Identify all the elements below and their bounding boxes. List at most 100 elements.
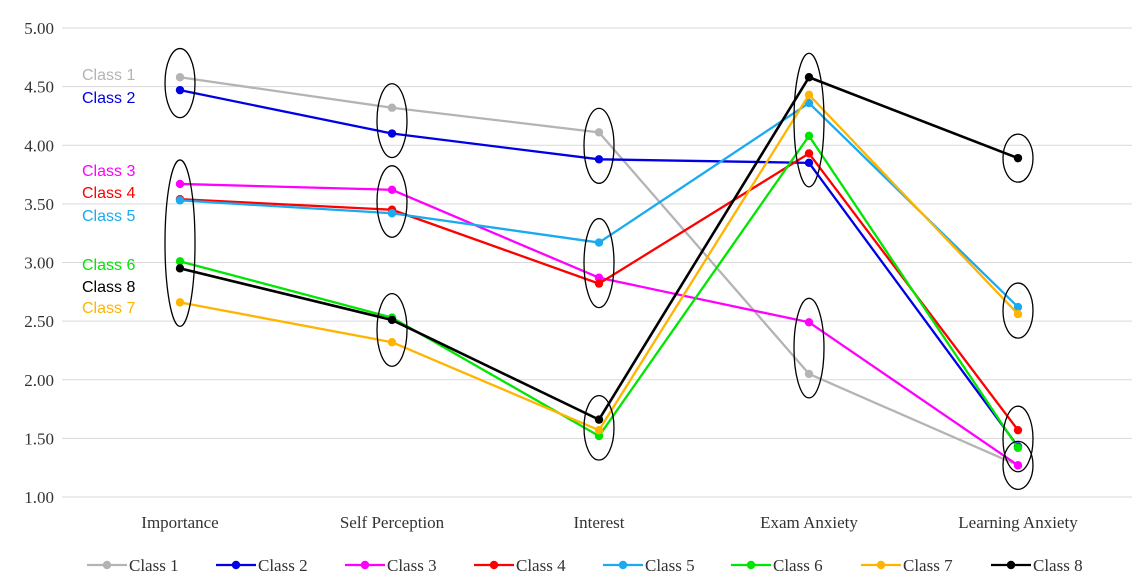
data-point <box>175 298 185 307</box>
data-point <box>1013 153 1023 163</box>
legend-item: Class 8 <box>991 556 1083 575</box>
series-3 <box>175 179 1023 470</box>
group-ellipse <box>793 52 825 188</box>
y-tick-label: 3.50 <box>24 195 54 214</box>
legend-item: Class 1 <box>87 556 179 575</box>
x-category-label: Interest <box>574 513 625 532</box>
legend-swatch-point <box>746 560 756 570</box>
legend-item: Class 3 <box>345 556 437 575</box>
data-point <box>594 415 604 424</box>
series-2 <box>175 85 1023 451</box>
data-point <box>175 264 185 273</box>
legend-swatch-point <box>489 560 499 570</box>
data-point <box>804 98 814 108</box>
group-ellipse <box>793 297 825 399</box>
class-annotation: Class 3 <box>82 163 135 180</box>
legend-swatch-point <box>618 560 628 570</box>
y-tick-label: 4.00 <box>24 136 54 155</box>
series-8 <box>175 73 1023 424</box>
x-axis-categories: Importance Self Perception Interest Exam An… <box>141 513 1078 532</box>
data-point <box>1013 461 1023 470</box>
data-point <box>175 179 185 189</box>
legend-item: Class 6 <box>731 556 823 575</box>
data-point <box>594 128 604 137</box>
class-annotations: Class 1 Class 2 Class 3 Class 4 Class 5 Class… <box>82 67 135 317</box>
y-tick-label: 1.00 <box>24 488 54 507</box>
series-6 <box>175 131 1023 452</box>
group-ellipse <box>583 107 615 184</box>
legend-label: Class 5 <box>645 556 695 575</box>
y-tick-label: 2.00 <box>24 371 54 390</box>
data-point <box>594 155 604 164</box>
legend-item: Class 2 <box>216 556 308 575</box>
legend-label: Class 1 <box>129 556 179 575</box>
legend-label: Class 6 <box>773 556 823 575</box>
legend-label: Class 7 <box>903 556 953 575</box>
legend-label: Class 8 <box>1033 556 1083 575</box>
data-point <box>387 209 397 218</box>
legend-swatch-point <box>360 560 370 570</box>
legend-swatch-point <box>876 560 886 570</box>
group-ellipses <box>164 47 1034 490</box>
legend-label: Class 4 <box>516 556 566 575</box>
x-category-label: Self Perception <box>340 513 445 532</box>
x-category-label: Learning Anxiety <box>958 513 1078 532</box>
data-point <box>804 90 814 100</box>
group-ellipse <box>1002 405 1034 473</box>
data-point <box>594 273 604 282</box>
group-ellipse <box>1002 282 1034 339</box>
data-point <box>594 279 604 288</box>
legend-label: Class 3 <box>387 556 437 575</box>
class-annotation: Class 1 <box>82 67 135 84</box>
group-ellipse <box>164 47 196 119</box>
data-point <box>804 158 814 168</box>
data-point <box>594 238 604 247</box>
class-annotation: Class 6 <box>82 257 135 274</box>
data-point <box>1013 309 1023 319</box>
y-axis-ticks: 1.00 1.50 2.00 2.50 3.00 3.50 4.00 4.50 5.00 <box>24 19 54 507</box>
legend-swatch-point <box>231 560 241 570</box>
data-point <box>804 318 814 327</box>
legend-label: Class 2 <box>258 556 308 575</box>
series-4 <box>175 149 1023 435</box>
group-ellipse <box>376 165 408 238</box>
data-point <box>594 425 604 435</box>
class-annotation: Class 7 <box>82 300 135 317</box>
class-annotation: Class 8 <box>82 279 135 296</box>
y-tick-label: 4.50 <box>24 78 54 97</box>
y-tick-label: 3.00 <box>24 254 54 273</box>
data-point <box>387 103 397 112</box>
x-category-label: Importance <box>141 513 218 532</box>
group-ellipse <box>583 394 615 461</box>
data-point <box>1013 302 1023 312</box>
legend-swatch-point <box>102 560 112 570</box>
y-tick-label: 1.50 <box>24 429 54 448</box>
group-ellipse <box>1002 440 1034 490</box>
class-annotation: Class 2 <box>82 90 135 107</box>
legend-item: Class 7 <box>861 556 953 575</box>
data-point <box>804 131 814 141</box>
data-point <box>175 73 185 82</box>
series-7 <box>175 90 1023 435</box>
group-ellipse <box>583 217 615 309</box>
series-line <box>179 152 1019 431</box>
data-point <box>594 431 604 441</box>
data-point <box>175 85 185 95</box>
series-line <box>179 89 1019 448</box>
data-point <box>387 185 397 195</box>
data-point <box>175 196 185 205</box>
class-annotation: Class 4 <box>82 185 135 202</box>
group-ellipse <box>164 159 196 328</box>
data-point <box>175 257 185 266</box>
class-annotation: Class 5 <box>82 208 135 225</box>
legend: Class 1 Class 2 Class 3 Class 4 Class 5 Class… <box>87 556 1083 575</box>
series-5 <box>175 98 1023 312</box>
legend-item: Class 4 <box>474 556 566 575</box>
legend-item: Class 5 <box>603 556 695 575</box>
y-tick-label: 2.50 <box>24 312 54 331</box>
data-point <box>804 73 814 82</box>
x-category-label: Exam Anxiety <box>760 513 858 532</box>
series-1 <box>175 73 1023 470</box>
group-ellipse <box>376 292 408 367</box>
